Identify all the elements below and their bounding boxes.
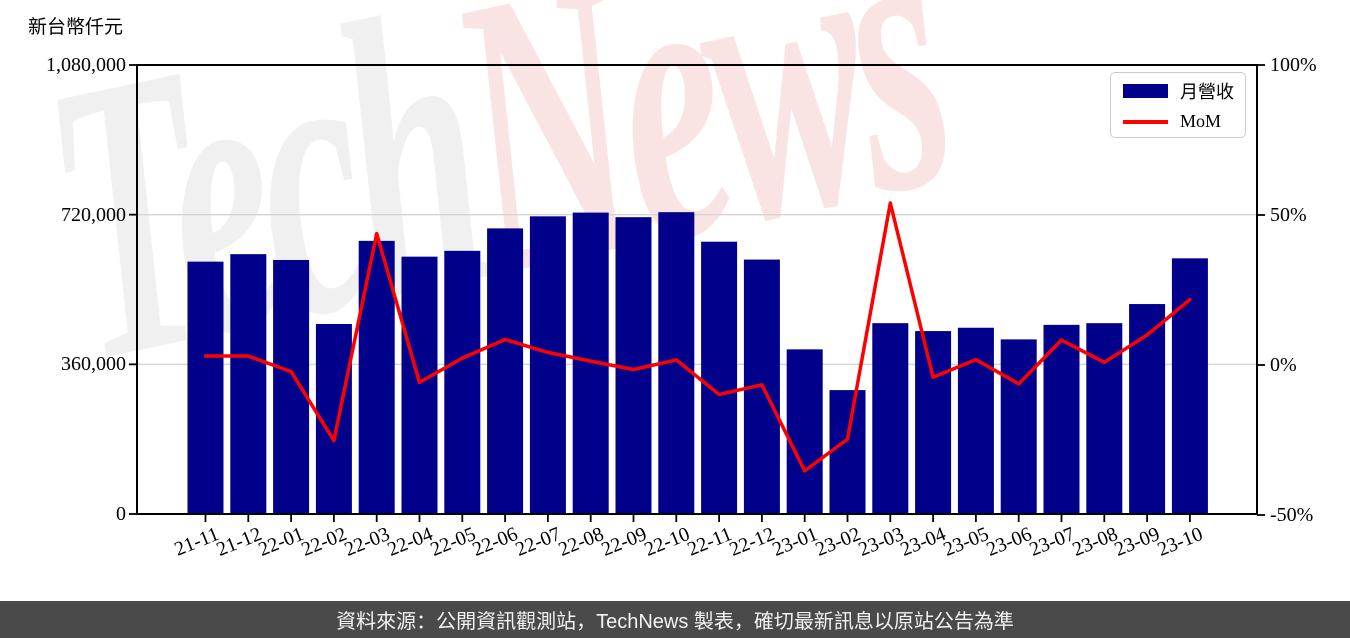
revenue-bar: [529, 216, 566, 514]
revenue-bar: [915, 331, 952, 514]
source-footer-text: 資料來源：公開資訊觀測站，TechNews 製表，確切最新訊息以原站公告為準: [336, 611, 1014, 633]
left-axis-tick-label: 1,080,000: [46, 54, 126, 76]
mom-line-swatch-icon: [1123, 119, 1168, 124]
y-axis-title: 新台幣仟元: [28, 17, 124, 38]
revenue-bar: [187, 261, 224, 514]
mom-line: [203, 201, 1192, 473]
revenue-bar: [273, 259, 310, 514]
legend-row-mom: MoM: [1123, 111, 1245, 132]
right-axis-tick-label: 0%: [1270, 354, 1297, 376]
legend: 月營收 MoM: [1110, 72, 1246, 138]
left-axis-tick-label: 720,000: [61, 203, 126, 226]
revenue-bar: [957, 327, 994, 514]
legend-label-revenue: 月營收: [1180, 82, 1234, 102]
revenue-bar: [401, 256, 438, 514]
plot-frame: [136, 64, 1258, 515]
right-axis-tick-label: 100%: [1270, 54, 1317, 76]
left-axis-tick-label: 0: [116, 503, 126, 525]
revenue-bar: [1086, 323, 1123, 514]
revenue-bar: [487, 228, 524, 514]
revenue-bar: [1171, 258, 1208, 514]
revenue-bar: [1043, 324, 1080, 514]
revenue-bar: [872, 323, 909, 514]
revenue-bar: [1129, 304, 1166, 514]
legend-row-revenue: 月營收: [1123, 78, 1245, 104]
source-footer-bar: 資料來源：公開資訊觀測站，TechNews 製表，確切最新訊息以原站公告為準: [0, 601, 1350, 638]
revenue-bar: [701, 241, 738, 514]
revenue-bar: [230, 254, 267, 514]
right-axis-tick-label: 50%: [1270, 204, 1307, 226]
revenue-bar-swatch-icon: [1123, 84, 1168, 98]
right-axis-tick-label: -50%: [1270, 504, 1314, 526]
revenue-bar: [829, 390, 866, 514]
revenue-bar: [444, 250, 481, 514]
left-axis-tick-label: 360,000: [61, 353, 126, 376]
revenue-bar: [786, 349, 823, 514]
legend-label-mom: MoM: [1180, 111, 1222, 131]
revenue-bar: [1000, 339, 1037, 514]
